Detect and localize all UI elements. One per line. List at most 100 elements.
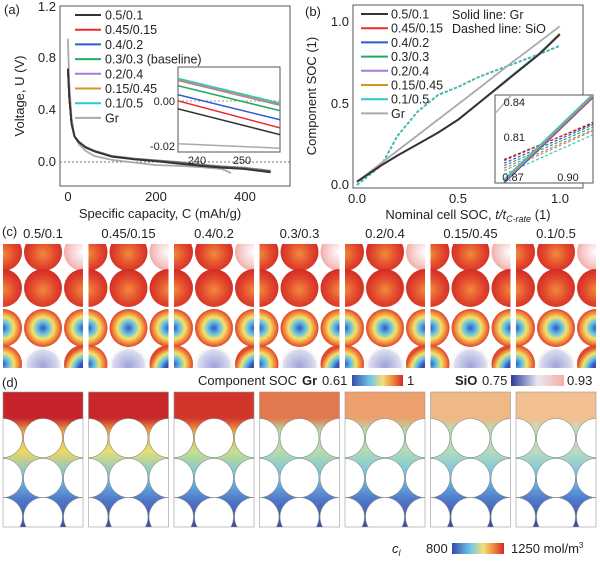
particle (64, 309, 83, 347)
concentration-tile (345, 392, 425, 527)
b-ytick: 1.0 (331, 14, 349, 29)
a-inset-series-line (178, 77, 280, 104)
particle (430, 244, 450, 271)
particle (235, 345, 254, 368)
particle (149, 269, 169, 307)
particle-hole (536, 458, 576, 498)
particle-hole (259, 497, 280, 527)
gr-colorbar (352, 375, 403, 386)
particle-hole (234, 497, 254, 527)
particle-hole (490, 418, 511, 458)
particle (88, 309, 108, 347)
particle-hole (576, 458, 596, 498)
particle-hole (63, 458, 83, 498)
particle (320, 309, 340, 347)
particle (537, 269, 575, 307)
particle (149, 309, 169, 347)
b-ytick: 0.0 (331, 177, 349, 192)
particle-hole (365, 418, 405, 458)
a-legend-label: 0.3/0.3 (baseline) (105, 53, 202, 67)
soc-colorbar-title: Component SOC (198, 373, 297, 388)
particle (88, 269, 108, 307)
b-inset-gr-line (495, 95, 512, 115)
a-inset-series-line (178, 79, 280, 107)
soc-tile (88, 244, 169, 368)
particle (235, 309, 254, 347)
tile-label: 0.15/0.45 (443, 226, 497, 241)
particle-hole (279, 418, 320, 458)
concentration-tile (174, 392, 254, 527)
particle-hole (174, 458, 194, 498)
particle-hole (148, 418, 169, 458)
a-inset-xtick: 250 (233, 155, 251, 167)
tile-border (430, 391, 511, 528)
particle (64, 269, 83, 307)
particle-hole (576, 418, 596, 458)
tile-label: 0.5/0.1 (23, 226, 63, 241)
a-legend-label: 0.1/0.5 (105, 97, 143, 111)
panel-b: (b) 0.0 0.5 1.0 0.0 0.5 1.0 Nominal cell… (304, 4, 594, 224)
particle (577, 244, 596, 271)
tile-border (515, 391, 597, 528)
b-inset-ytick: 0.81 (504, 132, 525, 144)
a-inset-series-line (178, 84, 280, 112)
tile-label: 0.3/0.3 (280, 226, 320, 241)
b-inset-plot (495, 95, 593, 183)
soc-tile (430, 244, 511, 368)
concentration-tile (88, 392, 169, 527)
particle (259, 309, 279, 347)
particle (259, 244, 279, 271)
particle (195, 347, 233, 368)
particle (109, 269, 148, 307)
particle-hole (88, 497, 109, 527)
sio-colorbar-label: SiO (455, 373, 477, 388)
b-ytick: 0.5 (331, 96, 349, 111)
particle-hole (234, 458, 254, 498)
particle (491, 345, 511, 368)
concentration-tile (430, 392, 511, 527)
b-inset-sio-line (503, 121, 593, 162)
soc-colorbar: Component SOC Gr 0.61 1 SiO 0.75 0.93 (198, 373, 592, 388)
particle (366, 347, 404, 368)
particle (430, 345, 450, 368)
tile-border (88, 391, 169, 528)
b-ylabel: Component SOC (1) (304, 37, 319, 156)
panel-d-tiles (2, 391, 597, 528)
gr-colorbar-min: 0.61 (322, 373, 347, 388)
particle (195, 244, 233, 271)
particle-hole (108, 458, 149, 498)
tile-label: 0.2/0.4 (365, 226, 405, 241)
concentration-tile (259, 392, 340, 527)
particle (195, 269, 233, 307)
a-xtick: 400 (234, 189, 256, 204)
a-xlabel: Specific capacity, C (mAh/g) (79, 206, 241, 221)
particle-hole (23, 418, 63, 458)
a-inset-series-line (178, 93, 280, 121)
particle (345, 309, 364, 347)
particle (320, 269, 340, 307)
particle (259, 345, 279, 368)
panel-b-label: (b) (305, 4, 321, 19)
particle (24, 309, 62, 347)
a-legend-label: Gr (105, 111, 119, 125)
a-inset-ytick: -0.02 (150, 141, 175, 153)
b-inset-ytick: 0.84 (504, 97, 525, 109)
concentration-tile (3, 392, 83, 527)
particle (3, 345, 22, 368)
b-legend: 0.5/0.10.45/0.150.4/0.20.3/0.30.2/0.40.1… (361, 8, 443, 121)
particle-hole (430, 418, 451, 458)
particle-hole (345, 418, 365, 458)
particle-hole (345, 458, 365, 498)
particle (451, 347, 490, 368)
b-inset-sio-line (503, 130, 593, 172)
particle (451, 244, 490, 271)
a-ytick: 0.8 (38, 50, 56, 65)
particle-hole (3, 458, 23, 498)
particle (491, 269, 511, 307)
particle (235, 244, 254, 271)
particle (516, 244, 535, 271)
particle-hole (365, 458, 405, 498)
particle (537, 309, 575, 347)
b-inset-sio-line (503, 126, 593, 167)
